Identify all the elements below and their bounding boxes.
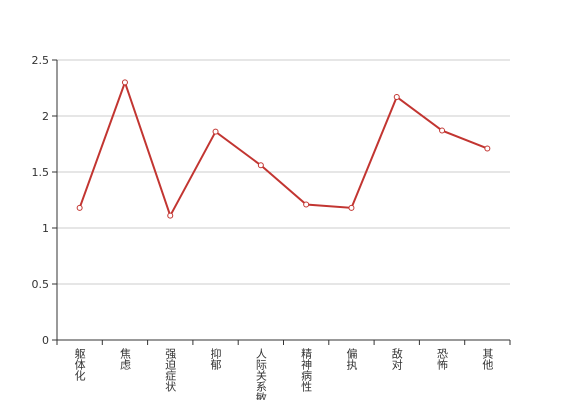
point [76,204,83,211]
point [393,93,400,100]
point [439,127,446,134]
x-tick-label: 焦虑 [118,348,131,370]
y-tick-label: 0.5 [32,278,50,291]
y-tick-label: 2.5 [32,54,50,67]
x-tick-label: 偏执 [345,347,358,371]
y-tick-label: 1.5 [32,166,50,179]
y-tick-label: 2 [42,110,49,123]
point [167,212,174,219]
point [348,204,355,211]
x-tick-label: 抑郁 [209,347,222,370]
x-tick-label: 强迫症状 [164,348,177,392]
x-tick-label: 敌对 [390,347,403,370]
x-tick-label: 精神病性 [300,348,313,393]
point [212,128,219,135]
point [303,201,310,208]
point [484,145,491,152]
x-tick-label: 人际关系敏感 [254,348,267,400]
y-tick-label: 1 [42,222,49,235]
point [257,162,264,169]
x-tick-label: 其他 [481,348,494,370]
x-tick-label: 躯体化 [73,348,86,382]
line [78,79,488,219]
y-tick-label: 0 [42,334,49,347]
x-tick-label: 恐怖 [436,348,449,370]
point [121,79,128,86]
